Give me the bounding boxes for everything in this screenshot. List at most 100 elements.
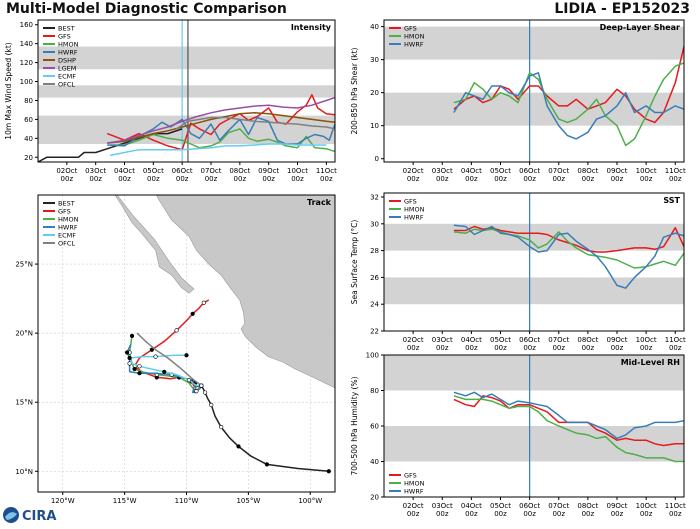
shear-ylabel: 200-850 hPa Shear (kt) — [350, 47, 359, 134]
shear-xtick-label: 10Oct — [636, 167, 657, 175]
rh-legend-label: HMON — [404, 480, 425, 488]
rh-ytick-label: 100 — [366, 352, 379, 360]
intensity-band — [38, 85, 335, 98]
intensity-legend-label: HWRF — [58, 49, 78, 57]
storm-id: LIDIA - EP152023 — [554, 1, 690, 17]
sst-xtick-sublabel: 00z — [407, 344, 420, 352]
sst-xtick-label: 03Oct — [432, 336, 453, 344]
shear-xtick-sublabel: 00z — [436, 175, 449, 183]
rh-xtick-label: 10Oct — [636, 502, 657, 510]
shear-xtick-label: 08Oct — [577, 167, 598, 175]
track-point-best — [219, 424, 224, 430]
track-panel: 120°W 115°W 110°W 105°W 100°W 10°N 15°N 20°N 25°… — [15, 194, 336, 505]
track-legend-label: HMON — [58, 216, 79, 224]
shear-xtick-label: 04Oct — [461, 167, 482, 175]
shear-band — [384, 26, 684, 60]
intensity-series-ofcl — [175, 116, 336, 130]
intensity-series-hwrf — [107, 116, 336, 147]
intensity-xtick-label: 07Oct — [201, 167, 222, 175]
track-legend-label: HWRF — [58, 224, 78, 232]
shear-xtick-label: 09Oct — [607, 167, 628, 175]
shear-xtick-sublabel: 00z — [494, 175, 507, 183]
sst-ytick-label: 32 — [370, 194, 379, 202]
sst-xtick-sublabel: 00z — [494, 344, 507, 352]
rh-band — [384, 426, 684, 462]
track-point-hmon — [132, 366, 137, 372]
intensity-ytick-label: 80 — [24, 97, 33, 105]
shear-xtick-sublabel: 00z — [523, 175, 536, 183]
track-point-gfs — [201, 300, 206, 305]
track-ytick-label: 10°N — [15, 468, 33, 476]
sst-legend-label: HMON — [404, 206, 425, 214]
cira-logo: CIRA — [2, 505, 64, 525]
track-point-hmon — [129, 333, 135, 339]
shear-frame — [383, 19, 685, 163]
intensity-xtick-sublabel: 00z — [176, 175, 189, 183]
track-point-best — [209, 402, 214, 408]
rh-series-hwrf — [453, 391, 685, 440]
track-point-ecmf — [127, 355, 132, 361]
baja-landmass — [114, 195, 195, 294]
shear-title: Deep-Layer Shear — [600, 23, 680, 32]
sst-xtick-label: 11Oct — [665, 336, 686, 344]
intensity-series-ecmf — [109, 143, 327, 157]
sst-ytick-label: 30 — [370, 220, 379, 228]
track-point-ecmf — [153, 354, 158, 359]
track-point-best — [199, 383, 204, 388]
sst-band — [384, 277, 684, 305]
shear-xtick-sublabel: 00z — [582, 175, 595, 183]
sst-xtick-label: 04Oct — [461, 336, 482, 344]
intensity-series-hmon — [110, 128, 336, 153]
mexico-landmass — [156, 195, 335, 389]
intensity-frame — [37, 19, 336, 163]
intensity-xtick-sublabel: 00z — [89, 175, 102, 183]
shear-xtick-sublabel: 00z — [669, 175, 682, 183]
intensity-xtick-label: 06Oct — [172, 167, 193, 175]
shear-ytick-label: 10 — [370, 122, 379, 130]
sst-panel: 22242628303202Oct00z03Oct00z04Oct00z05Oc… — [350, 192, 686, 352]
globe-swoosh-icon — [5, 512, 17, 520]
intensity-xtick-sublabel: 00z — [147, 175, 160, 183]
intensity-ytick-label: 20 — [24, 154, 33, 162]
sst-xtick-label: 05Oct — [490, 336, 511, 344]
rh-band — [384, 355, 684, 391]
rh-xtick-sublabel: 00z — [436, 510, 449, 518]
intensity-xtick-sublabel: 00z — [320, 175, 333, 183]
track-xtick-label: 115°W — [113, 497, 137, 505]
shear-ytick-label: 0 — [375, 155, 379, 163]
rh-legend-label: GFS — [404, 472, 417, 480]
intensity-legend-label: HMON — [58, 41, 79, 49]
sst-xtick-sublabel: 00z — [582, 344, 595, 352]
intensity-ytick-label: 40 — [24, 135, 33, 143]
shear-xtick-sublabel: 00z — [465, 175, 478, 183]
sst-xtick-label: 10Oct — [636, 336, 657, 344]
rh-xtick-label: 08Oct — [577, 502, 598, 510]
intensity-xtick-sublabel: 00z — [262, 175, 275, 183]
intensity-xtick-sublabel: 00z — [234, 175, 247, 183]
sst-ytick-label: 26 — [370, 274, 379, 282]
track-point-best — [202, 390, 208, 395]
sst-xtick-sublabel: 00z — [523, 344, 536, 352]
shear-series-hwrf — [453, 72, 685, 140]
rh-ytick-label: 40 — [370, 458, 379, 466]
sst-xtick-sublabel: 00z — [552, 344, 565, 352]
sst-series-hwrf — [453, 224, 685, 289]
rh-xtick-sublabel: 00z — [407, 510, 420, 518]
track-point-ecmf — [137, 364, 142, 369]
shear-xtick-sublabel: 00z — [552, 175, 565, 183]
intensity-ytick-label: 160 — [20, 21, 33, 29]
track-point-hwrf — [137, 371, 142, 376]
intensity-legend-label: OFCL — [58, 81, 75, 89]
intensity-panel: 2040608010012014016002Oct00z03Oct00z04Oc… — [4, 19, 337, 183]
intensity-xtick-label: 08Oct — [229, 167, 250, 175]
track-series-ofcl — [136, 332, 202, 387]
shear-xtick-sublabel: 00z — [611, 175, 624, 183]
track-point-best — [264, 462, 270, 467]
sst-ytick-label: 28 — [370, 247, 379, 255]
sst-xtick-label: 02Oct — [403, 336, 424, 344]
sst-xtick-sublabel: 00z — [436, 344, 449, 352]
sst-legend-label: GFS — [404, 198, 417, 206]
intensity-ytick-label: 60 — [24, 116, 33, 124]
